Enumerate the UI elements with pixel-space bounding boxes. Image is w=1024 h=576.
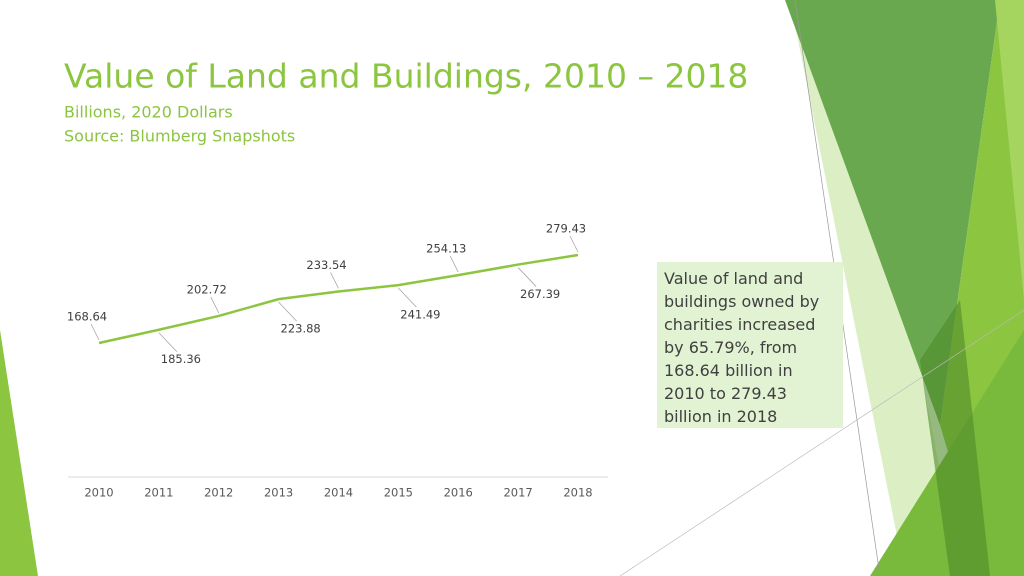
leader-line: [569, 235, 579, 253]
leader-line: [330, 272, 339, 289]
subtitle: Billions, 2020 Dollars: [64, 103, 233, 122]
x-tick-label: 2015: [384, 486, 413, 500]
chart-title: Value of Land and Buildings, 2010 – 2018: [64, 57, 748, 96]
annotation: Value of land and buildings owned by cha…: [657, 262, 843, 428]
leader-line: [449, 255, 459, 273]
data-label: 279.43: [546, 222, 586, 236]
line: [98, 253, 579, 345]
data-label: 241.49: [400, 308, 440, 322]
x-tick-label: 2014: [324, 486, 353, 500]
x-tick-label: 2017: [503, 486, 532, 500]
data-label: 254.13: [426, 242, 466, 256]
x-tick-label: 2013: [264, 486, 293, 500]
data-label: 223.88: [281, 322, 321, 336]
source: Source: Blumberg Snapshots: [64, 127, 295, 146]
data-label: 233.54: [306, 258, 346, 272]
x-tick-label: 2012: [204, 486, 233, 500]
leader-line: [517, 267, 537, 287]
data-label: 202.72: [187, 282, 227, 296]
x-tick-label: 2011: [144, 486, 173, 500]
leader-line: [210, 296, 220, 314]
leader-line: [90, 323, 100, 341]
x-tick-label: 2018: [563, 486, 592, 500]
x-tick-label: 2016: [444, 486, 473, 500]
data-label: 168.64: [67, 310, 107, 324]
leader-line: [398, 287, 417, 308]
x-tick-label: 2010: [84, 486, 113, 500]
data-label: 267.39: [520, 287, 560, 301]
leader-line: [158, 332, 178, 352]
leader-line: [278, 301, 297, 322]
data-label: 185.36: [161, 352, 201, 366]
